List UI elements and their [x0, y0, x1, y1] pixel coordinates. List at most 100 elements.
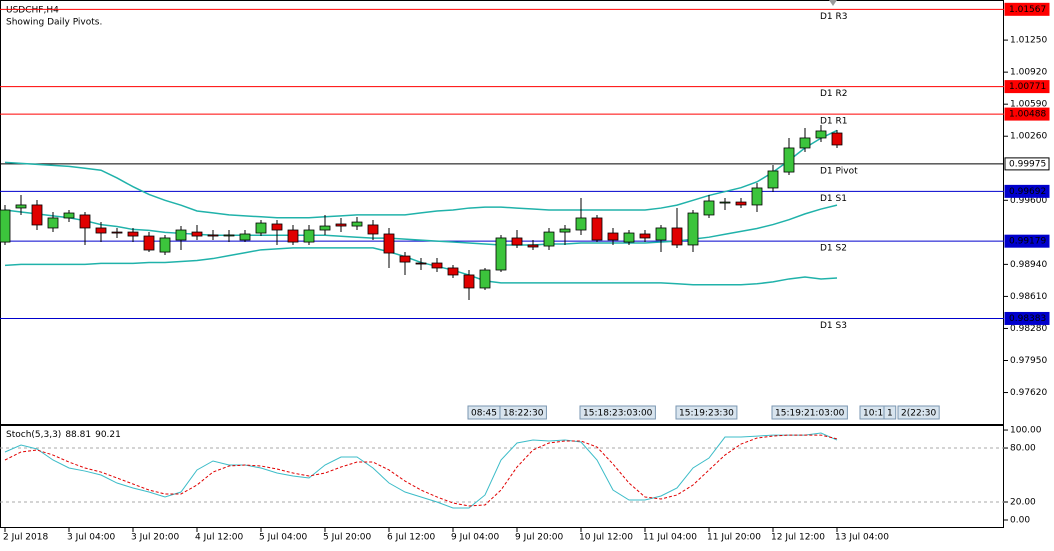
candle-body [303, 229, 315, 243]
session-box: 10:1 [859, 405, 887, 420]
candle-body [127, 231, 139, 237]
y-tick-label: 0.99600 [1010, 196, 1047, 206]
candle-body [719, 201, 731, 204]
pivot-name: D1 R1 [820, 117, 848, 127]
candle-body [159, 237, 171, 253]
pivot-price-box [1004, 107, 1050, 121]
y-tick-label: 1.00590 [1010, 100, 1047, 110]
stoch-line [4, 434, 838, 507]
pivot-price-box [1004, 2, 1050, 16]
pivot-name: D1 R3 [820, 12, 848, 22]
candle-body [351, 221, 363, 227]
x-tick-label: 12 Jul 12:00 [771, 533, 825, 543]
candle-body [95, 227, 107, 234]
y-tick-label: 0.00 [1010, 515, 1030, 525]
candle-body [79, 214, 91, 229]
session-label: 08:45 [471, 409, 497, 419]
pivot-price-box [1004, 157, 1050, 171]
x-tick-label: 3 Jul 20:00 [131, 533, 180, 543]
session-box: 08:45 [467, 405, 501, 420]
session-box-bg [771, 405, 848, 420]
session-box: 15:18:23:03:00 [579, 405, 656, 420]
candle-body [399, 255, 411, 263]
session-box-bg [499, 405, 547, 420]
y-tick-label: 1.01250 [1010, 36, 1047, 46]
candle-body [831, 132, 843, 146]
candle-body [815, 130, 827, 139]
candle-body [319, 225, 331, 231]
chart-title: USDCHF,H4 [6, 6, 59, 16]
stoch-line [4, 432, 838, 509]
candle-body [495, 237, 507, 271]
session-box: 2(22:30 [897, 405, 940, 420]
x-tick-label: 9 Jul 20:00 [515, 533, 564, 543]
candle-body [447, 267, 459, 276]
session-box-bg [675, 405, 738, 420]
pivot-price-label: 1.00488 [1009, 110, 1046, 120]
candle-body [255, 222, 267, 234]
pivot-price-box [1004, 80, 1050, 94]
candle-body [335, 223, 347, 227]
x-tick-label: 6 Jul 12:00 [387, 533, 436, 543]
candle-body [367, 224, 379, 235]
candle-body [47, 217, 59, 229]
pivot-price-label: 0.99179 [1009, 237, 1046, 247]
x-tick-label: 13 Jul 04:00 [835, 533, 889, 543]
candle-body [31, 204, 43, 226]
shift-marker [829, 0, 837, 6]
session-box-bg [883, 405, 897, 420]
pivot-price-box [1004, 234, 1050, 248]
pivot-price-label: 0.99692 [1009, 187, 1046, 197]
session-label: 1 [887, 409, 893, 419]
stoch-header: Stoch(5,3,3) 88.81 90.21 [6, 430, 121, 440]
session-label: 15:19:23:30 [679, 409, 734, 419]
y-tick-label: 1.00260 [1010, 132, 1047, 142]
pivot-price-label: 1.00771 [1009, 82, 1046, 92]
session-label: 15:18:23:03:00 [583, 409, 653, 419]
session-box: 1 [883, 405, 897, 420]
candle-body [575, 217, 587, 231]
candle-body [639, 233, 651, 239]
x-tick-label: 2 Jul 2018 [3, 533, 48, 543]
candle-body [783, 147, 795, 173]
y-tick-label: 80.00 [1010, 444, 1036, 454]
candle-body [63, 212, 75, 219]
y-tick-label: 0.97620 [1010, 388, 1047, 398]
session-box-bg [579, 405, 656, 420]
session-box: 18:22:30 [499, 405, 547, 420]
candle-body [111, 231, 123, 234]
pivot-name: D1 S3 [820, 321, 847, 331]
pivot-price-box [1004, 184, 1050, 198]
candle-body [15, 204, 27, 209]
candle-body [479, 269, 491, 289]
candle-body [511, 237, 523, 246]
stoch-panel-frame [0, 425, 1004, 528]
pivot-name: D1 S2 [820, 244, 847, 254]
pivot-price-label: 0.99975 [1009, 159, 1046, 169]
stoch-value: 90.21 [95, 430, 121, 440]
candle-body [191, 231, 203, 237]
stoch-title: Stoch(5,3,3) [6, 430, 61, 440]
candle-body [0, 209, 11, 243]
x-tick-label: 11 Jul 20:00 [707, 533, 761, 543]
x-tick-label: 9 Jul 04:00 [451, 533, 500, 543]
candle-body [671, 227, 683, 246]
candle-body [271, 223, 283, 231]
pivot-name: D1 R2 [820, 89, 848, 99]
candle-body [607, 232, 619, 241]
candle-body [527, 244, 539, 248]
x-tick-label: 5 Jul 20:00 [323, 533, 372, 543]
candle-body [559, 228, 571, 233]
candle-body [287, 229, 299, 243]
session-label: 18:22:30 [503, 409, 544, 419]
candle-body [623, 232, 635, 243]
x-tick-label: 3 Jul 04:00 [67, 533, 116, 543]
candle-body [463, 274, 475, 289]
y-tick-label: 0.98280 [1010, 324, 1047, 334]
candle-body [735, 201, 747, 206]
pivot-price-label: 1.01567 [1009, 5, 1046, 15]
candle-body [175, 229, 187, 241]
candle-body [543, 231, 555, 247]
